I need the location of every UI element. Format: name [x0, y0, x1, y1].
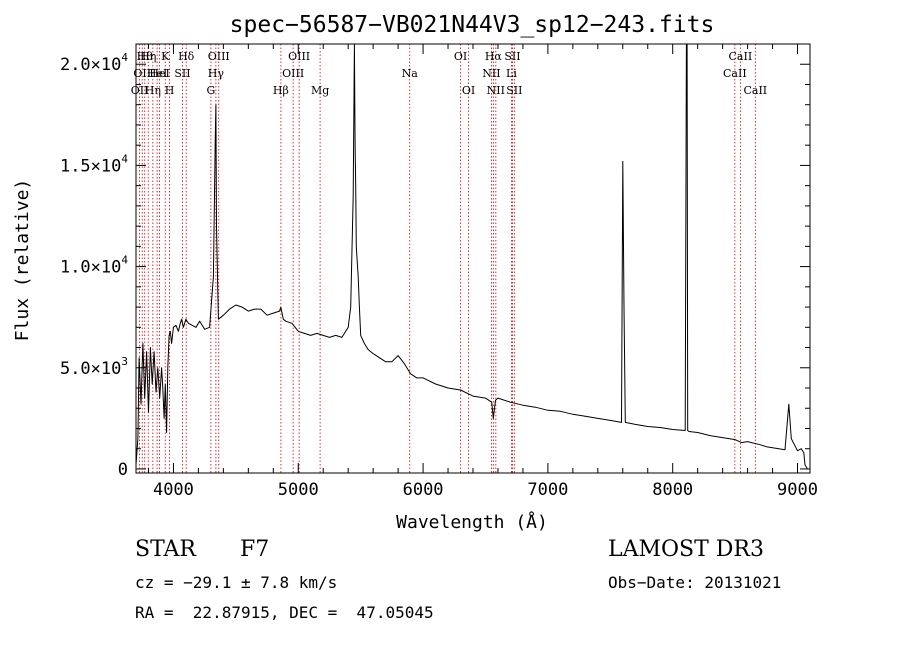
- line-marker-label-19: OI: [454, 50, 467, 63]
- x-tick-label-4000: 4000: [153, 480, 194, 500]
- line-marker-label-10: Hδ: [178, 50, 195, 63]
- y-tick-exponent: 3: [121, 355, 128, 368]
- line-marker-labels-layer: OIIOIIHθHηHηHeIHeIKHSIIHδGHγOIIIHβOIIIOI…: [131, 50, 767, 97]
- y-tick-mantissa: 1.0×10: [60, 258, 121, 278]
- line-marker-label-7: K: [161, 50, 170, 63]
- plot-frame: [135, 43, 811, 474]
- line-marker-label-2: Hθ: [137, 50, 154, 63]
- y-tick-mantissa: 0: [118, 460, 128, 480]
- line-marker-label-23: NII: [487, 84, 505, 97]
- survey-name: LAMOST DR3: [608, 537, 764, 562]
- y-tick-label-20000: 2.0×104: [60, 51, 128, 75]
- coordinates-text: RA = 22.87915, DEC = 47.05045: [135, 603, 434, 622]
- x-tick-label-9000: 9000: [777, 480, 818, 500]
- y-tick-label-15000: 1.5×104: [60, 152, 128, 176]
- line-marker-label-1: OII: [133, 67, 151, 80]
- line-marker-label-27: CaII: [723, 67, 747, 80]
- line-marker-label-6: HeI: [149, 67, 169, 80]
- line-marker-label-13: OIII: [208, 50, 230, 63]
- line-marker-label-0: OII: [131, 84, 149, 97]
- line-marker-label-12: Hγ: [208, 67, 225, 80]
- y-tick-mantissa: 1.5×10: [60, 156, 121, 176]
- obs-date-text: Obs−Date: 20131021: [608, 573, 782, 592]
- line-marker-label-17: Mg: [311, 84, 329, 97]
- axes-layer: 4000 5000 6000 7000 8000 900005.0×1031.0×1041…: [60, 43, 818, 500]
- line-marker-label-14: Hβ: [273, 84, 289, 97]
- line-marker-label-9: SII: [174, 67, 190, 80]
- line-marker-label-29: CaII: [743, 84, 767, 97]
- line-marker-label-20: OI: [462, 84, 475, 97]
- y-tick-exponent: 4: [121, 254, 128, 267]
- object-class: STAR: [135, 537, 196, 562]
- x-axis-label: Wavelength (Å): [396, 511, 548, 533]
- line-marker-label-21: NII: [482, 67, 500, 80]
- line-marker-label-25: SII: [504, 50, 520, 63]
- y-tick-label-10000: 1.0×104: [60, 254, 128, 278]
- line-marker-label-28: CaII: [729, 50, 753, 63]
- line-marker-label-8: H: [165, 84, 175, 97]
- y-tick-mantissa: 5.0×10: [60, 359, 121, 379]
- line-marker-label-24: Li: [506, 67, 517, 80]
- x-tick-label-6000: 6000: [403, 480, 444, 500]
- line-marker-label-16: OIII: [288, 50, 310, 63]
- y-axis-label: Flux (relative): [12, 179, 33, 342]
- y-tick-label-0: 0: [118, 460, 128, 480]
- line-marker-label-18: Na: [402, 67, 419, 80]
- line-markers-layer: [139, 44, 756, 473]
- chart-title: spec−56587−VB021N44V3_sp12−243.fits: [230, 12, 715, 38]
- line-marker-label-11: G: [206, 84, 215, 97]
- line-marker-label-15: OIII: [282, 67, 304, 80]
- y-tick-label-5000: 5.0×103: [60, 355, 128, 379]
- x-tick-label-8000: 8000: [652, 480, 693, 500]
- line-marker-label-4: Hη: [145, 84, 161, 97]
- y-tick-exponent: 4: [121, 51, 128, 64]
- series-layer: [135, 43, 808, 470]
- y-tick-mantissa: 2.0×10: [60, 55, 121, 75]
- line-marker-label-5: HeI: [147, 67, 167, 80]
- x-tick-label-7000: 7000: [527, 480, 568, 500]
- line-marker-label-22: Hα: [485, 50, 503, 63]
- line-marker-label-3: Hη: [140, 50, 156, 63]
- line-marker-label-26: SII: [506, 84, 522, 97]
- x-tick-label-5000: 5000: [278, 480, 319, 500]
- object-subclass: F7: [240, 537, 270, 562]
- redshift-text: cz = −29.1 ± 7.8 km/s: [135, 573, 338, 592]
- spectrum-series-line: [135, 43, 808, 470]
- y-tick-exponent: 4: [121, 152, 128, 165]
